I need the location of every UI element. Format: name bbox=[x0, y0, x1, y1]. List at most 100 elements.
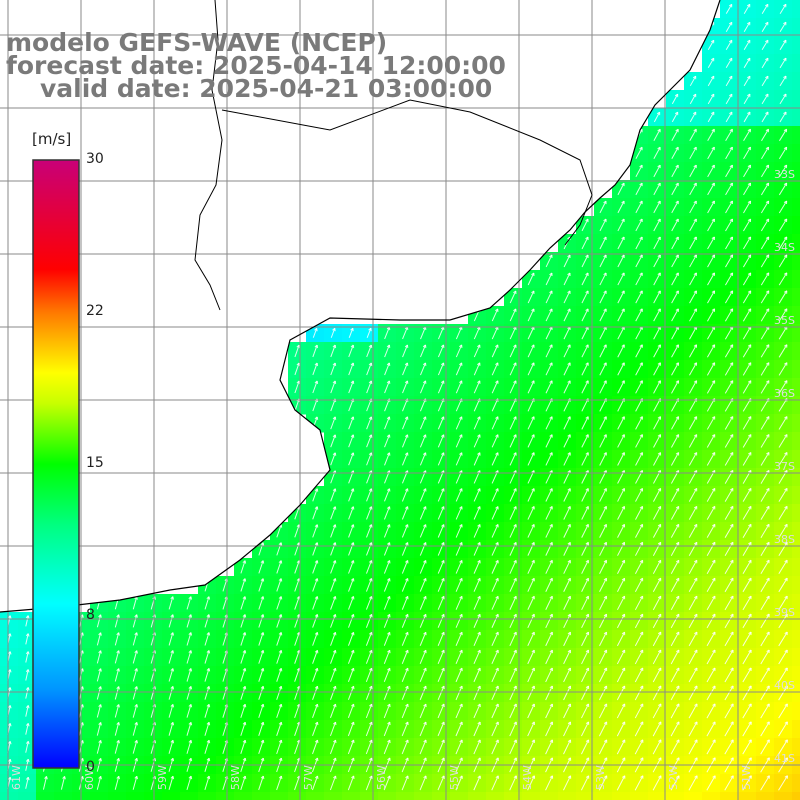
wind-arrow bbox=[240, 650, 247, 664]
wind-arrow bbox=[312, 631, 319, 646]
wind-arrow bbox=[617, 452, 625, 466]
wind-arrow bbox=[168, 632, 175, 646]
wind-arrow bbox=[437, 775, 445, 791]
wind-arrow bbox=[760, 218, 770, 232]
wind-arrow bbox=[204, 739, 211, 754]
wind-arrow bbox=[760, 380, 770, 394]
wind-arrow bbox=[96, 614, 102, 628]
wind-arrow bbox=[437, 506, 445, 520]
wind-arrow bbox=[509, 595, 517, 610]
wind-arrow bbox=[671, 272, 679, 286]
wind-arrow bbox=[725, 93, 733, 105]
wind-arrow bbox=[778, 649, 788, 665]
wind-arrow bbox=[617, 308, 625, 322]
wind-cell bbox=[792, 54, 800, 73]
wind-arrow bbox=[617, 218, 625, 232]
wind-arrow bbox=[491, 667, 499, 683]
wind-arrow bbox=[761, 21, 769, 33]
wind-cell bbox=[684, 792, 703, 800]
wind-arrow bbox=[402, 344, 409, 358]
wind-arrow bbox=[401, 506, 409, 520]
wind-arrow bbox=[384, 344, 391, 358]
wind-arrow bbox=[743, 3, 751, 14]
wind-arrow bbox=[383, 613, 391, 628]
wind-cell bbox=[288, 792, 307, 800]
wind-cell bbox=[792, 612, 800, 631]
wind-arrow bbox=[688, 775, 698, 791]
wind-arrow bbox=[653, 164, 661, 178]
wind-cell bbox=[378, 792, 397, 800]
wind-arrow bbox=[509, 631, 517, 647]
wind-arrow bbox=[330, 452, 337, 466]
wind-cell bbox=[432, 792, 451, 800]
wind-arrow bbox=[616, 775, 626, 791]
wind-arrow bbox=[330, 703, 337, 719]
wind-arrow bbox=[114, 775, 120, 790]
wind-arrow bbox=[419, 595, 427, 610]
wind-arrow bbox=[114, 668, 120, 682]
wind-arrow bbox=[545, 523, 553, 538]
wind-arrow bbox=[634, 613, 644, 629]
wind-arrow bbox=[545, 434, 553, 448]
wind-arrow bbox=[707, 272, 715, 286]
wind-arrow bbox=[509, 290, 517, 304]
lat-label: 39S bbox=[774, 606, 795, 619]
wind-arrow bbox=[724, 685, 734, 701]
wind-arrow bbox=[312, 649, 319, 664]
wind-arrow bbox=[312, 703, 319, 718]
wind-arrow bbox=[743, 21, 751, 32]
lat-label: 34S bbox=[774, 241, 795, 254]
wind-arrow bbox=[652, 739, 662, 755]
wind-arrow bbox=[276, 775, 283, 791]
wind-arrow bbox=[401, 488, 409, 502]
wind-arrow bbox=[491, 595, 499, 610]
wind-cell bbox=[648, 792, 667, 800]
wind-arrow bbox=[742, 416, 752, 430]
wind-cell bbox=[792, 72, 800, 91]
wind-arrow bbox=[312, 506, 319, 520]
wind-arrow bbox=[545, 344, 553, 358]
wind-arrow bbox=[330, 596, 337, 610]
wind-arrow bbox=[365, 578, 373, 592]
wind-arrow bbox=[186, 632, 193, 646]
wind-arrow bbox=[402, 380, 409, 394]
wind-arrow bbox=[688, 434, 698, 448]
wind-cell bbox=[792, 324, 800, 343]
wind-arrow bbox=[294, 344, 301, 358]
wind-arrow bbox=[599, 290, 607, 304]
wind-cell bbox=[792, 684, 800, 703]
wind-arrow bbox=[96, 632, 102, 646]
colorbar-tick-0: 0 bbox=[86, 759, 95, 775]
wind-arrow bbox=[670, 703, 680, 719]
wind-arrow bbox=[778, 308, 788, 322]
wind-arrow bbox=[563, 703, 572, 719]
wind-arrow bbox=[330, 344, 337, 358]
wind-arrow bbox=[330, 506, 337, 520]
wind-arrow bbox=[527, 344, 535, 358]
lat-label: 35S bbox=[774, 314, 795, 327]
wind-cell bbox=[792, 522, 800, 541]
wind-arrow bbox=[437, 542, 445, 556]
wind-cell bbox=[558, 792, 577, 800]
wind-arrow bbox=[599, 236, 607, 250]
wind-arrow bbox=[204, 775, 211, 791]
wind-arrow bbox=[384, 380, 391, 394]
wind-arrow bbox=[634, 631, 644, 647]
wind-arrow bbox=[527, 577, 535, 592]
wind-arrow bbox=[545, 667, 553, 683]
wind-arrow bbox=[527, 649, 535, 665]
wind-arrow bbox=[617, 362, 625, 376]
wind-arrow bbox=[491, 649, 499, 665]
wind-arrow bbox=[688, 577, 698, 593]
wind-arrow bbox=[491, 362, 499, 376]
wind-cell bbox=[0, 792, 19, 800]
wind-arrow bbox=[366, 452, 373, 466]
wind-arrow bbox=[527, 524, 535, 538]
wind-arrow bbox=[760, 344, 770, 358]
wind-arrow bbox=[724, 290, 734, 304]
wind-arrow bbox=[670, 434, 680, 448]
wind-arrow bbox=[689, 93, 697, 105]
wind-cell bbox=[126, 792, 145, 800]
wind-cell bbox=[108, 792, 127, 800]
wind-arrow bbox=[312, 667, 319, 682]
